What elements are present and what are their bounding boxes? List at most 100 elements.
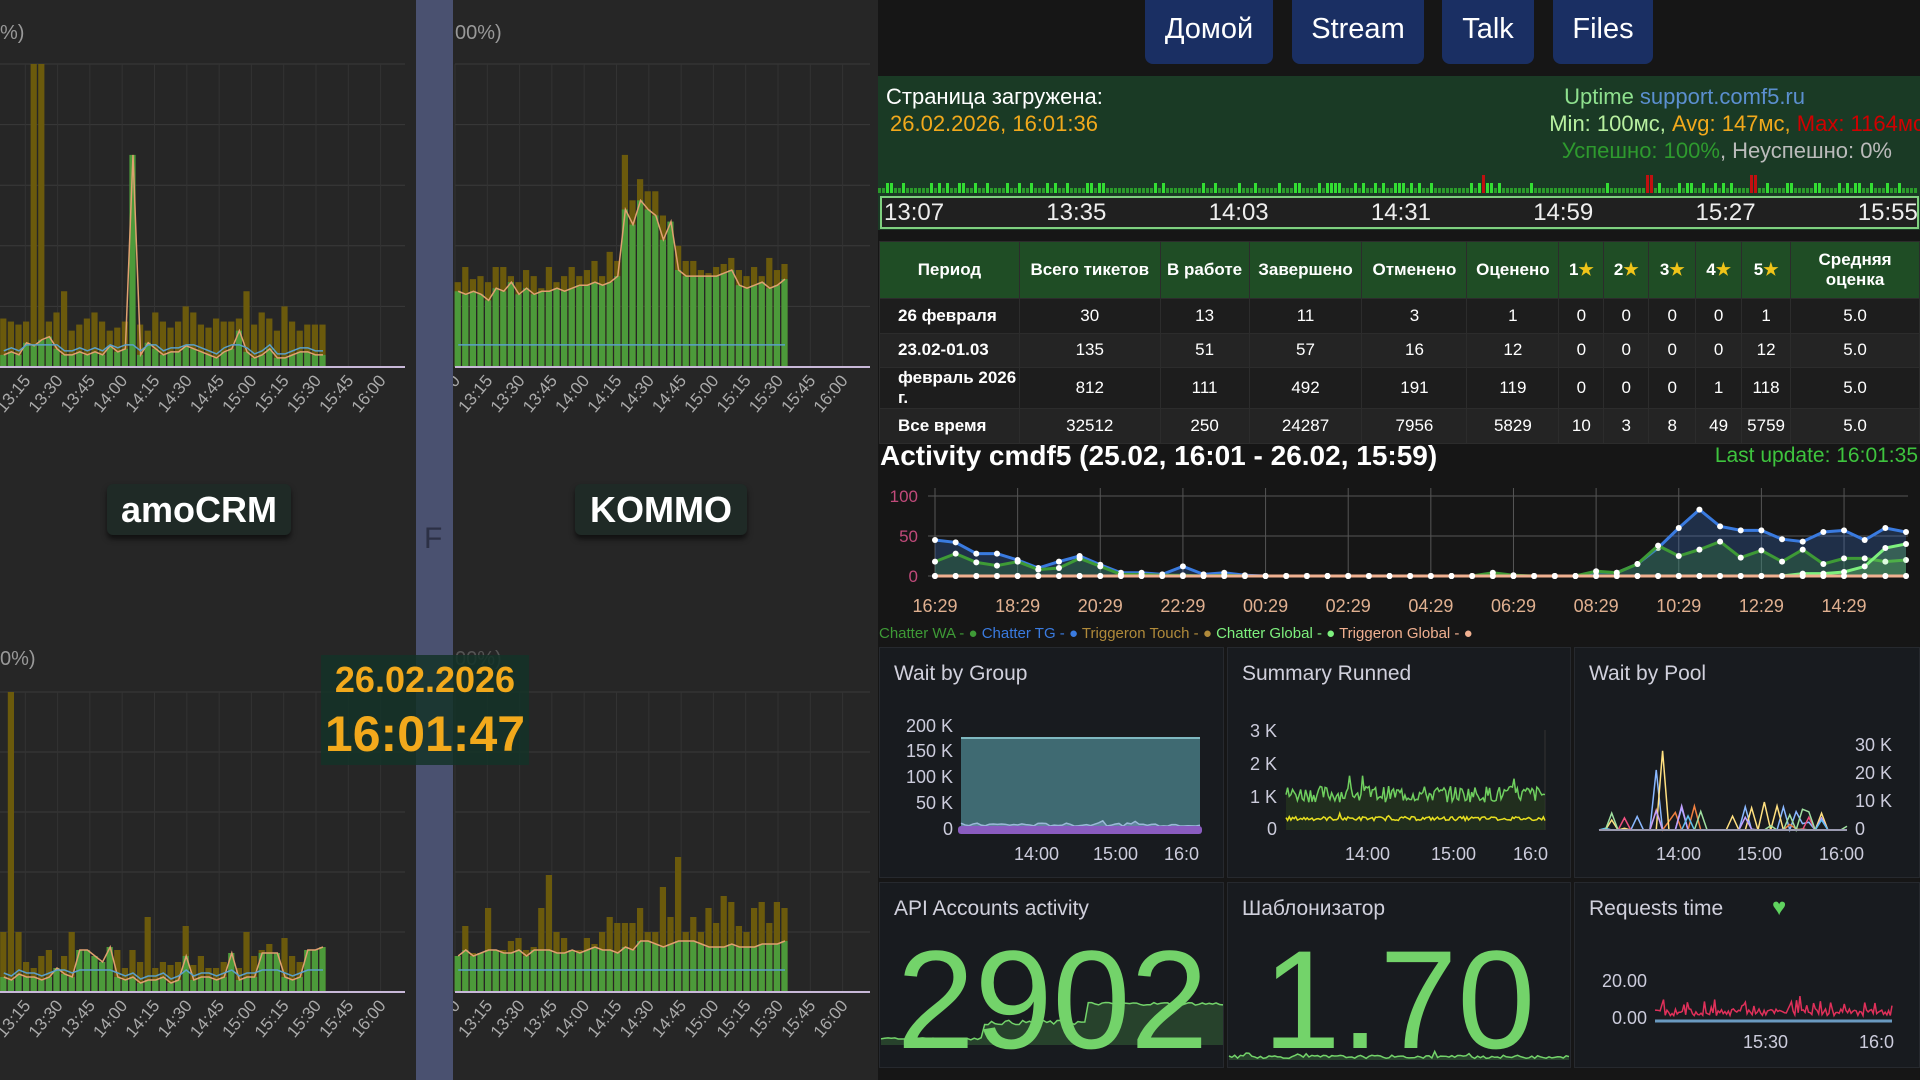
data-point <box>1593 573 1599 579</box>
bar-total <box>31 64 37 367</box>
nav-talk-button[interactable]: Talk <box>1442 0 1534 64</box>
uptime-ok-bar <box>1866 188 1869 193</box>
table-cell: 0 <box>1649 333 1696 368</box>
column-header: Средняя оценка <box>1791 242 1920 299</box>
data-point <box>1841 573 1847 579</box>
bar-ok <box>683 276 689 367</box>
column-header: Оценено <box>1467 242 1559 299</box>
table-cell: 24287 <box>1249 409 1362 444</box>
table-cell: 5.0 <box>1791 299 1920 334</box>
x-tick-label: 14:45 <box>186 371 228 416</box>
uptime-ok-bar <box>1574 188 1577 193</box>
clock-overlay: 26.02.2026 16:01:47 <box>321 655 529 765</box>
table-cell: 5759 <box>1742 409 1791 444</box>
bar-ok <box>274 358 280 367</box>
data-point <box>973 551 979 557</box>
uptime-ok-bar <box>1254 183 1257 193</box>
uptime-ok-bar <box>970 188 973 193</box>
legend-dot-icon: - ● <box>955 625 982 642</box>
kommo-button[interactable]: KOMMO <box>575 484 747 535</box>
data-point <box>953 551 959 557</box>
uptime-ok-bar <box>1162 183 1165 193</box>
bar-ok <box>297 977 303 992</box>
uptime-ok-bar <box>1814 183 1817 193</box>
bar-ok <box>152 980 158 992</box>
uptime-ok-bar <box>1806 188 1809 193</box>
x-tick-label: 14:30 <box>154 371 196 416</box>
uptime-ok-bar <box>1370 188 1373 193</box>
uptime-ok-bar <box>1146 188 1149 193</box>
legend-item[interactable]: Chatter WA <box>879 625 955 642</box>
x-tick-label: 15:45 <box>777 996 819 1041</box>
x-tick-label: 15:00 <box>219 371 261 416</box>
bar-ok <box>312 355 318 367</box>
data-point <box>1696 573 1702 579</box>
bar-ok <box>259 953 265 992</box>
uptime-ok-bar <box>1486 183 1489 193</box>
uptime-ok-bar <box>978 188 981 193</box>
uptime-ok-bar <box>958 183 961 193</box>
uptime-ok-bar <box>1894 188 1897 193</box>
amocrm-button[interactable]: amoCRM <box>107 484 291 535</box>
bar-ok <box>652 944 658 992</box>
bar-ok <box>137 983 143 992</box>
data-point <box>1717 523 1723 529</box>
data-point <box>1159 573 1165 579</box>
bar-ok <box>759 282 765 367</box>
data-point <box>1820 529 1826 535</box>
column-header: Завершено <box>1249 242 1362 299</box>
uptime-ok-bar <box>938 183 941 193</box>
uptime-ok-bar <box>1318 183 1321 193</box>
uptime-ok-bar <box>1842 188 1845 193</box>
legend-item[interactable]: Triggeron Global <box>1339 625 1450 642</box>
uptime-ok-bar <box>1614 188 1617 193</box>
table-cell: 0 <box>1696 333 1742 368</box>
x-tick-label: 14:00 <box>551 371 593 416</box>
data-point <box>1077 555 1083 561</box>
uptime-ok-bar <box>1150 188 1153 193</box>
bar-ok <box>470 956 476 992</box>
bar-ok <box>690 941 696 992</box>
data-point <box>1572 573 1578 579</box>
bar-ok <box>455 291 461 367</box>
bar-ok <box>312 950 318 992</box>
nav-home-button[interactable]: Домой <box>1145 0 1273 64</box>
uptime-ok-bar <box>1098 183 1101 193</box>
uptime-ok-bar <box>1002 188 1005 193</box>
bar-ok <box>23 977 29 992</box>
nav-stream-button[interactable]: Stream <box>1292 0 1424 64</box>
legend-item[interactable]: Triggeron Touch <box>1082 625 1190 642</box>
x-tick-label: 16:29 <box>912 596 957 616</box>
uptime-ok-bar <box>1354 183 1357 193</box>
data-point <box>1738 555 1744 561</box>
uptime-ok-bar <box>1474 188 1477 193</box>
bar-ok <box>584 285 590 367</box>
uptime-link[interactable]: support.comf5.ru <box>1640 84 1805 109</box>
legend-item[interactable]: Chatter TG <box>982 625 1056 642</box>
x-tick-label: 15:45 <box>315 996 357 1041</box>
uptime-ok-bar <box>1514 188 1517 193</box>
data-point <box>1882 545 1888 551</box>
bar-ok <box>281 358 287 367</box>
bar-ok <box>698 276 704 367</box>
bar-ok <box>76 352 82 367</box>
star-icon: ★ <box>1716 260 1731 279</box>
bar-ok <box>46 337 52 367</box>
uptime-ok-bar <box>906 188 909 193</box>
uptime-ok-bar <box>1746 188 1749 193</box>
uptime-ok-bar <box>1838 183 1841 193</box>
data-point <box>932 537 938 543</box>
uptime-ok-bar <box>1038 188 1041 193</box>
legend-item[interactable]: Chatter Global <box>1216 625 1313 642</box>
x-tick-label: 14:30 <box>616 996 658 1041</box>
y-tick-label: 100 <box>890 487 918 506</box>
x-tick-label: 15:00 <box>1737 844 1782 865</box>
timeline-label: 14:59 <box>1533 199 1593 227</box>
bar-ok <box>538 291 544 367</box>
x-tick-label: 14:00 <box>89 996 131 1041</box>
uptime-ok-bar <box>1914 188 1917 193</box>
nav-files-button[interactable]: Files <box>1553 0 1653 64</box>
data-point <box>1118 573 1124 579</box>
uptime-ok-bar <box>1230 188 1233 193</box>
uptime-ok-bar <box>1586 188 1589 193</box>
